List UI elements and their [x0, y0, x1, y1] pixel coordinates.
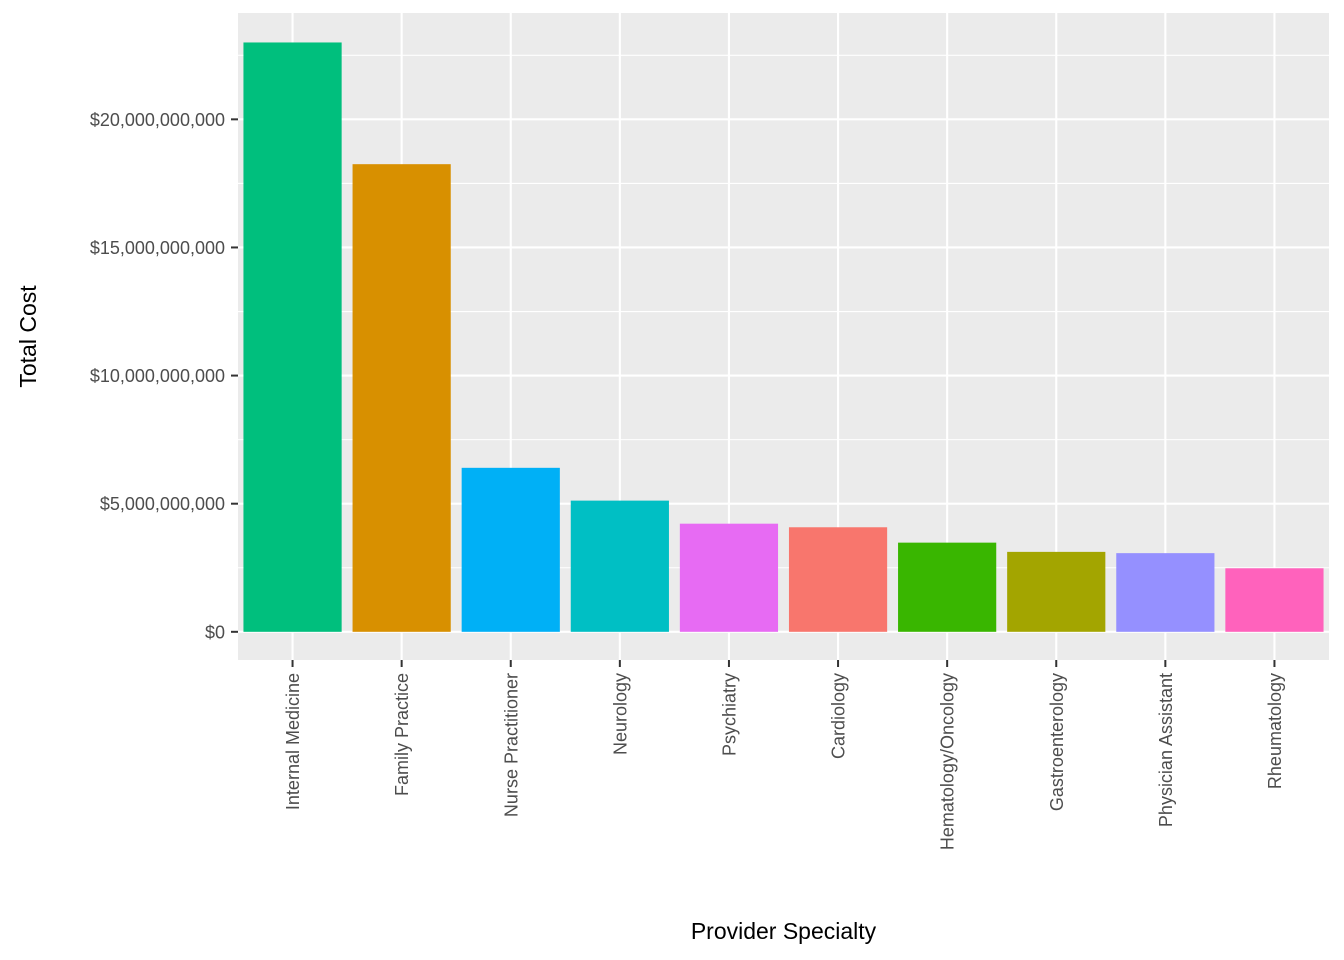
x-axis-title: Provider Specialty [691, 918, 877, 944]
x-tick-label: Internal Medicine [283, 673, 303, 810]
x-tick-label: Nurse Practitioner [501, 673, 521, 817]
x-tick-label: Gastroenterology [1047, 673, 1067, 811]
y-tick-label: $15,000,000,000 [90, 238, 225, 258]
x-tick-label: Rheumatology [1265, 673, 1285, 789]
bar [788, 527, 888, 632]
y-tick-label: $5,000,000,000 [100, 494, 225, 514]
bar [461, 467, 560, 632]
y-axis-title: Total Cost [15, 285, 41, 388]
y-tick-label: $20,000,000,000 [90, 110, 225, 130]
y-tick-label: $0 [205, 622, 225, 642]
bars [243, 42, 1324, 632]
x-tick-label: Physician Assistant [1156, 673, 1176, 827]
bar [243, 42, 342, 632]
x-tick-label: Cardiology [829, 673, 849, 759]
bar [679, 523, 779, 632]
y-tick-label: $10,000,000,000 [90, 366, 225, 386]
bar [1007, 551, 1106, 632]
bar [570, 500, 669, 632]
bar [352, 164, 451, 632]
y-axis-ticks: $0 $5,000,000,000 $10,000,000,000 $15,000,0… [90, 110, 238, 642]
bar [1225, 568, 1324, 632]
bar [898, 542, 997, 632]
x-tick-label: Neurology [610, 673, 630, 755]
x-tick-label: Family Practice [392, 673, 412, 796]
bar [1116, 553, 1215, 632]
x-tick-label: Hematology/Oncology [938, 673, 958, 850]
x-axis-ticks: Internal Medicine Family Practice Nurse Pr… [283, 660, 1285, 850]
x-tick-label: Psychiatry [719, 673, 739, 756]
